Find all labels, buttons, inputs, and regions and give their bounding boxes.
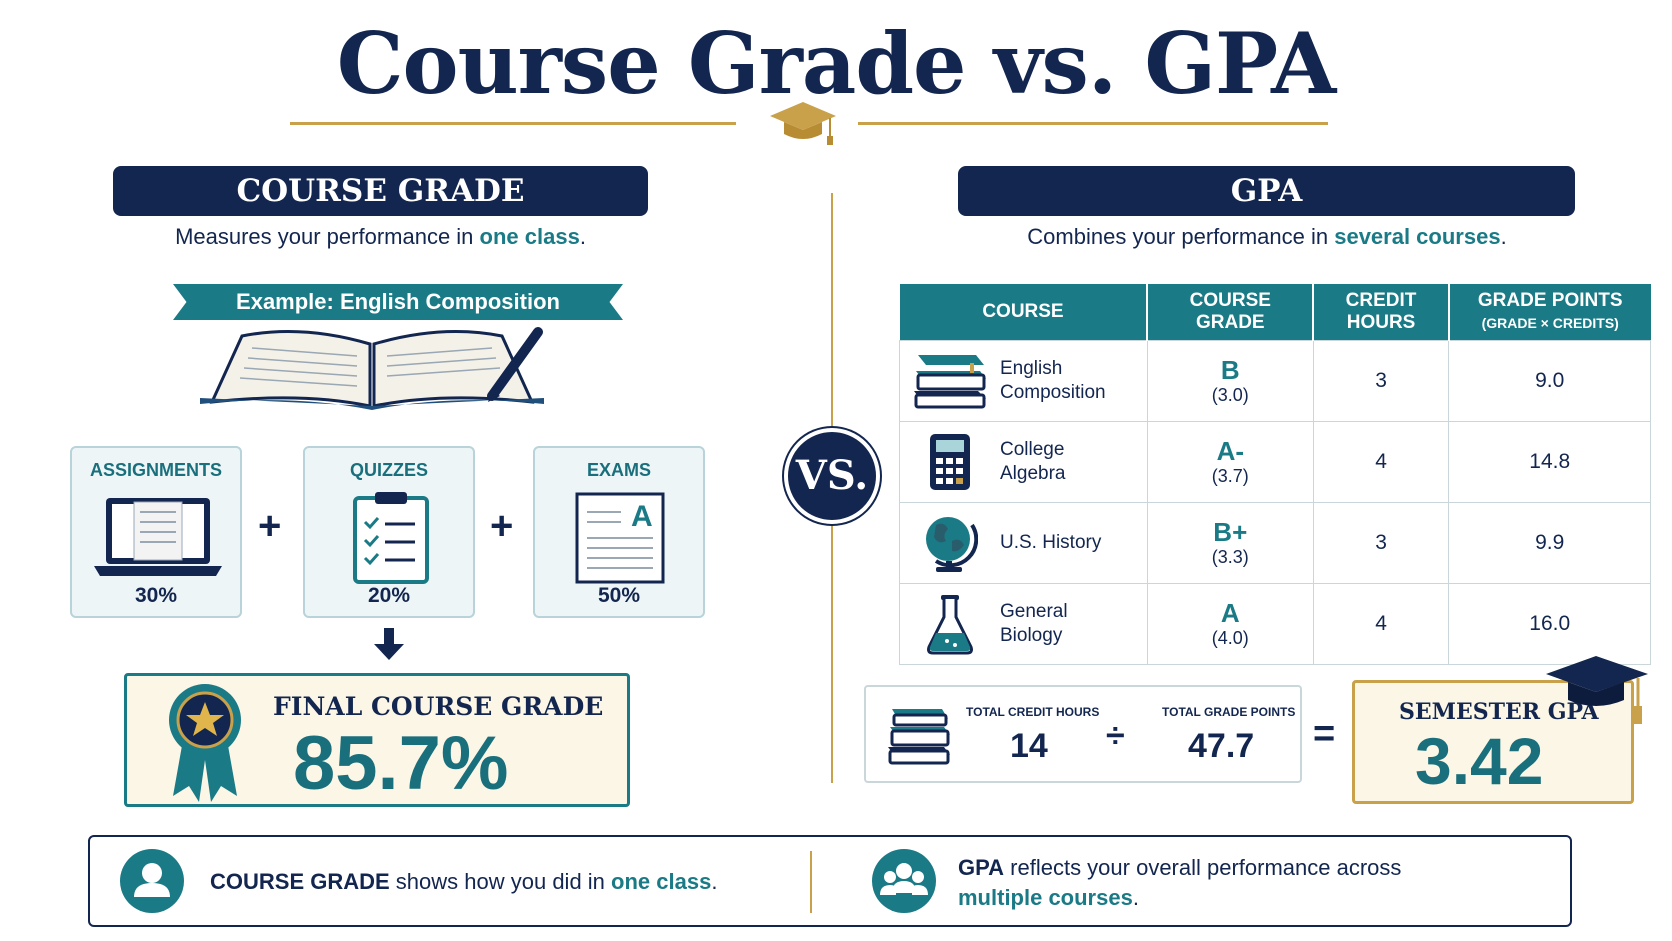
grade-cell: A (4.0) bbox=[1146, 582, 1314, 665]
grade-number: (3.7) bbox=[1211, 466, 1249, 486]
table-header-row: COURSE COURSE GRADE CREDIT HOURS GRADE POI… bbox=[899, 284, 1651, 340]
vs-badge: VS. bbox=[784, 428, 880, 524]
grade-points-cell: 16.0 bbox=[1448, 582, 1651, 665]
table-row: U.S. History B+ (3.3) 3 9.9 bbox=[899, 501, 1651, 584]
graduation-cap-icon bbox=[1546, 656, 1648, 724]
credits-cell: 3 bbox=[1312, 501, 1450, 584]
course-name-line2: Composition bbox=[1000, 381, 1106, 403]
total-credit-hours-value: 14 bbox=[1010, 727, 1048, 765]
summary-bar: COURSE GRADE shows how you did in one cl… bbox=[88, 835, 1572, 927]
col-credit-hours: CREDIT HOURS bbox=[1313, 284, 1450, 340]
clipboard-icon bbox=[353, 492, 429, 584]
semester-gpa-value: 3.42 bbox=[1415, 724, 1544, 798]
books-icon bbox=[888, 709, 950, 765]
award-ribbon-icon bbox=[169, 684, 241, 802]
title-underline-left bbox=[290, 122, 736, 125]
course-grade-summary: COURSE GRADE shows how you did in one cl… bbox=[210, 869, 718, 894]
exams-percent: 50% bbox=[597, 584, 641, 607]
credits-cell: 3 bbox=[1312, 339, 1450, 422]
course-name-line2: Biology bbox=[1000, 624, 1063, 646]
assignments-label: ASSIGNMENTS bbox=[89, 460, 222, 480]
semester-gpa-label: SEMESTER GPA bbox=[1399, 699, 1599, 725]
course-cell: General Biology bbox=[899, 582, 1148, 665]
equals-sign: = bbox=[1313, 713, 1336, 755]
col-grade-points: GRADE POINTS (GRADE × CREDITS) bbox=[1448, 284, 1651, 340]
arrow-down-icon bbox=[374, 628, 404, 660]
course-cell: College Algebra bbox=[899, 420, 1148, 503]
assignments-percent: 30% bbox=[134, 584, 178, 607]
grade-letter: B+ bbox=[1213, 517, 1248, 547]
flask-icon bbox=[927, 594, 973, 654]
graduation-cap-icon bbox=[770, 102, 836, 145]
credits-cell: 4 bbox=[1312, 582, 1450, 665]
title-underline-right bbox=[858, 122, 1328, 125]
divide-sign: ÷ bbox=[1106, 717, 1125, 755]
page-title: Course Grade vs. GPA bbox=[336, 14, 1337, 113]
grade-letter: A bbox=[1220, 598, 1240, 628]
gpa-table: COURSE COURSE GRADE CREDIT HOURS GRADE POI… bbox=[899, 284, 1651, 665]
grade-letter: A- bbox=[1216, 436, 1244, 466]
gpa-subtitle: Combines your performance in several cou… bbox=[1027, 224, 1507, 249]
svg-text:A: A bbox=[631, 500, 653, 533]
grade-number: (3.3) bbox=[1211, 547, 1249, 567]
grade-points-cell: 9.0 bbox=[1448, 339, 1651, 422]
person-icon bbox=[120, 849, 184, 913]
course-name-line1: General bbox=[1000, 600, 1068, 622]
plus-sign: + bbox=[258, 504, 282, 548]
quizzes-box: QUIZZES 20% bbox=[303, 446, 475, 618]
course-cell: U.S. History bbox=[899, 501, 1148, 584]
exam-paper-icon: A bbox=[575, 492, 665, 584]
summary-divider bbox=[810, 851, 812, 913]
grade-letter: B bbox=[1220, 355, 1240, 385]
table-row: English Composition B (3.0) 3 9.0 bbox=[899, 339, 1651, 422]
books-icon bbox=[914, 354, 986, 408]
grade-cell: B (3.0) bbox=[1146, 339, 1314, 422]
calculator-icon bbox=[930, 433, 970, 490]
grade-cell: A- (3.7) bbox=[1146, 420, 1314, 503]
exams-label: EXAMS bbox=[586, 460, 651, 480]
col-course-grade: COURSE GRADE bbox=[1147, 284, 1315, 340]
grade-number: (4.0) bbox=[1211, 628, 1249, 648]
gpa-header: GPA bbox=[958, 166, 1575, 216]
total-grade-points-value: 47.7 bbox=[1188, 727, 1255, 765]
table-row: College Algebra A- (3.7) 4 14.8 bbox=[899, 420, 1651, 503]
grade-cell: B+ (3.3) bbox=[1146, 501, 1314, 584]
final-course-grade-box: FINAL COURSE GRADE 85.7% bbox=[124, 673, 630, 807]
course-name-line1: U.S. History bbox=[1000, 531, 1102, 553]
total-grade-points-label: TOTAL GRADE POINTS bbox=[1162, 705, 1296, 719]
course-name-line1: English bbox=[1000, 357, 1063, 379]
example-ribbon: Example: English Composition bbox=[173, 284, 623, 320]
col-course: COURSE bbox=[899, 284, 1149, 340]
quizzes-percent: 20% bbox=[367, 584, 411, 607]
course-grade-header: COURSE GRADE bbox=[113, 166, 648, 216]
gpa-summary: GPA reflects your overall performance ac… bbox=[958, 855, 1402, 910]
totals-box: TOTAL CREDIT HOURS 14 ÷ TOTAL GRADE POIN… bbox=[864, 685, 1302, 783]
quizzes-label: QUIZZES bbox=[349, 460, 428, 480]
globe-icon bbox=[926, 516, 978, 572]
exams-box: EXAMS A 50% bbox=[533, 446, 705, 618]
grade-points-cell: 9.9 bbox=[1448, 501, 1651, 584]
laptop-icon bbox=[94, 498, 222, 576]
open-book-icon bbox=[200, 327, 544, 410]
final-course-grade-value: 85.7% bbox=[293, 721, 509, 806]
credits-cell: 4 bbox=[1312, 420, 1450, 503]
course-name-line1: College bbox=[1000, 438, 1065, 460]
grade-points-cell: 14.8 bbox=[1448, 420, 1651, 503]
plus-sign: + bbox=[490, 504, 514, 548]
group-icon bbox=[872, 849, 936, 913]
total-credit-hours-label: TOTAL CREDIT HOURS bbox=[966, 705, 1100, 719]
final-course-grade-label: FINAL COURSE GRADE bbox=[273, 692, 604, 721]
table-row: General Biology A (4.0) 4 16.0 bbox=[899, 582, 1651, 665]
semester-gpa-box: SEMESTER GPA 3.42 bbox=[1352, 680, 1634, 804]
assignments-box: ASSIGNMENTS 30% bbox=[70, 446, 242, 618]
course-grade-subtitle: Measures your performance in one class. bbox=[175, 224, 586, 249]
course-cell: English Composition bbox=[899, 339, 1148, 422]
course-name-line2: Algebra bbox=[1000, 462, 1066, 484]
grade-number: (3.0) bbox=[1211, 385, 1249, 405]
